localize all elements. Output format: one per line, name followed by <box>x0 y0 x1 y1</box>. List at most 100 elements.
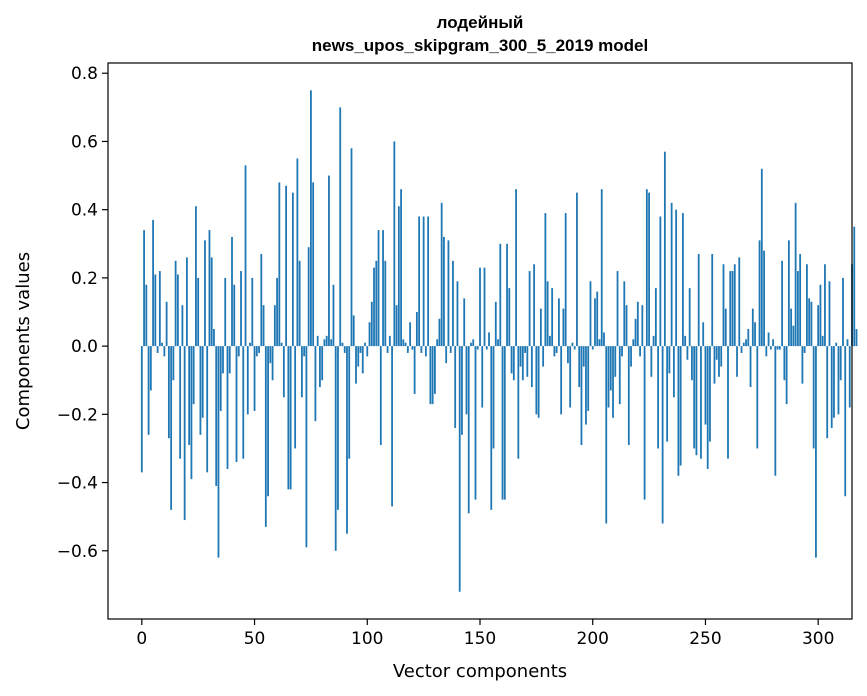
bar-221 <box>639 346 641 357</box>
bar-290 <box>794 202 797 347</box>
bar-85 <box>332 284 335 347</box>
bar-64 <box>285 185 288 347</box>
bar-306 <box>830 346 833 428</box>
bar-99 <box>364 342 366 347</box>
bar-124 <box>420 346 423 353</box>
bar-176 <box>537 346 540 418</box>
bar-227 <box>652 335 655 347</box>
bar-243 <box>688 288 691 347</box>
bar-272 <box>754 322 756 347</box>
bar-225 <box>648 192 650 347</box>
bar-12 <box>167 346 170 439</box>
bar-309 <box>837 346 840 415</box>
bar-51 <box>255 346 258 357</box>
bar-38 <box>226 346 229 469</box>
bar-312 <box>844 346 847 497</box>
bar-299 <box>815 346 817 558</box>
bar-296 <box>808 298 811 347</box>
bar-132 <box>438 318 441 347</box>
bar-308 <box>835 342 838 347</box>
bar-88 <box>339 107 342 347</box>
bar-131 <box>436 339 439 347</box>
bar-138 <box>452 260 454 347</box>
bar-172 <box>528 271 531 347</box>
bar-186 <box>560 346 563 415</box>
bar-289 <box>792 325 795 347</box>
bar-29 <box>206 346 209 473</box>
bar-311 <box>842 277 844 347</box>
bar-111 <box>391 346 393 507</box>
bar-242 <box>686 346 689 360</box>
x-tick-label: 300 <box>802 629 834 649</box>
bar-153 <box>485 346 488 350</box>
bar-239 <box>679 346 682 466</box>
bar-255 <box>715 346 718 360</box>
bar-199 <box>589 281 592 347</box>
bar-23 <box>192 346 195 405</box>
bar-119 <box>409 322 412 347</box>
bar-203 <box>598 339 601 347</box>
bar-49 <box>251 277 254 347</box>
bar-175 <box>535 346 538 415</box>
bar-189 <box>567 346 569 364</box>
bar-214 <box>623 281 626 347</box>
bar-55 <box>264 346 267 527</box>
bar-151 <box>481 346 484 408</box>
bar-298 <box>812 346 815 449</box>
bar-31 <box>210 257 213 347</box>
bar-178 <box>542 346 545 367</box>
bar-39 <box>228 346 231 374</box>
y-axis-ticks: −0.6 −0.4 −0.2 0.0 0.2 0.4 0.6 0.8 <box>57 64 108 562</box>
bar-37 <box>224 277 227 347</box>
bar-115 <box>400 189 402 347</box>
bar-14 <box>172 346 175 381</box>
bar-170 <box>524 346 526 353</box>
bar-34 <box>217 346 220 558</box>
bar-190 <box>569 346 572 408</box>
x-tick-label: 250 <box>689 629 721 649</box>
bar-145 <box>467 346 470 514</box>
bar-295 <box>806 264 808 347</box>
bar-238 <box>677 346 680 476</box>
bar-207 <box>607 346 610 408</box>
bar-146 <box>470 342 472 347</box>
bar-201 <box>594 298 596 347</box>
bar-133 <box>440 202 443 347</box>
bar-277 <box>765 346 768 357</box>
bar-71 <box>300 346 303 398</box>
bar-5 <box>152 219 154 347</box>
bar-236 <box>672 346 675 398</box>
bar-208 <box>609 346 612 391</box>
bar-258 <box>722 264 725 347</box>
bar-283 <box>778 346 781 350</box>
bar-284 <box>781 260 784 347</box>
bar-50 <box>253 346 256 411</box>
bar-144 <box>465 346 468 415</box>
y-tick-label: 0.0 <box>71 337 98 357</box>
bar-82 <box>325 335 328 347</box>
bar-36 <box>222 346 224 374</box>
bar-3 <box>147 346 150 435</box>
bar-28 <box>204 240 206 347</box>
bar-158 <box>497 339 499 347</box>
bar-48 <box>249 342 251 347</box>
bar-95 <box>355 346 357 384</box>
bar-87 <box>337 346 339 510</box>
bar-275 <box>760 168 763 347</box>
bar-100 <box>366 346 369 357</box>
bar-127 <box>427 216 430 347</box>
y-tick-label: 0.6 <box>71 132 98 152</box>
bar-235 <box>670 202 673 347</box>
bar-110 <box>388 335 391 347</box>
bar-128 <box>429 346 432 405</box>
x-tick-label: 50 <box>244 629 266 649</box>
bar-241 <box>684 335 687 347</box>
bar-274 <box>758 240 761 347</box>
bar-263 <box>733 264 736 347</box>
bar-267 <box>742 342 745 347</box>
bar-223 <box>643 346 646 500</box>
bar-152 <box>483 267 486 347</box>
bar-213 <box>621 346 623 357</box>
bar-166 <box>515 189 517 347</box>
bar-58 <box>271 346 274 381</box>
